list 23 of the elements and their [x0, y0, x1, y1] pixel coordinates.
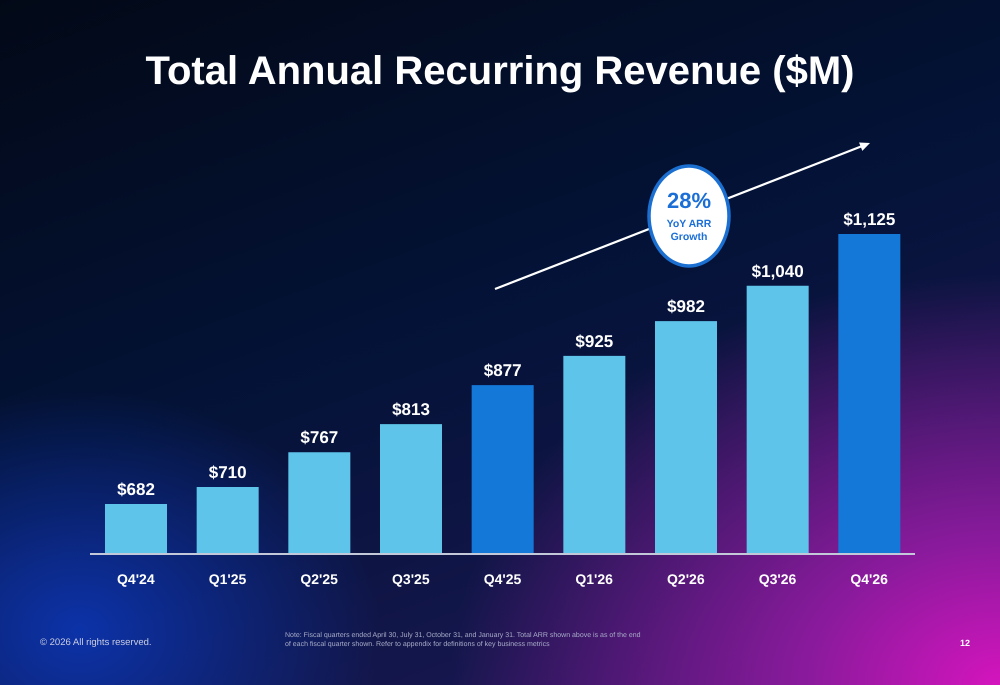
x-tick-label: Q3'25: [392, 570, 430, 587]
data-label: $982: [667, 297, 705, 316]
data-label: $710: [208, 462, 247, 482]
chart-title: Total Annual Recurring Revenue ($M): [144, 48, 856, 95]
data-label: $682: [117, 480, 155, 500]
x-tick-label: Q4'26: [850, 570, 888, 587]
text: 28%: [666, 188, 712, 214]
data-label: $813: [392, 400, 430, 420]
x-tick-label: Q4'25: [484, 570, 522, 587]
x-tick-label: Q2'25: [300, 570, 338, 587]
x-tick-label: Q4'24: [117, 570, 155, 587]
x-tick-label: Q1'26: [575, 570, 614, 587]
text: © 2026 All rights reserved.: [40, 637, 153, 649]
text: 12: [958, 637, 970, 649]
data-label: $925: [575, 332, 614, 351]
x-tick-label: Q3'26: [758, 570, 796, 587]
data-label: $1,040: [752, 262, 804, 281]
x-tick-label: Q2'26: [667, 570, 705, 587]
data-label: $1,125: [843, 210, 896, 229]
x-tick-label: Q1'25: [208, 570, 246, 587]
data-label: $767: [300, 428, 338, 448]
annotation: YoY ARR Growth: [666, 218, 712, 244]
data-label: $877: [484, 361, 522, 380]
